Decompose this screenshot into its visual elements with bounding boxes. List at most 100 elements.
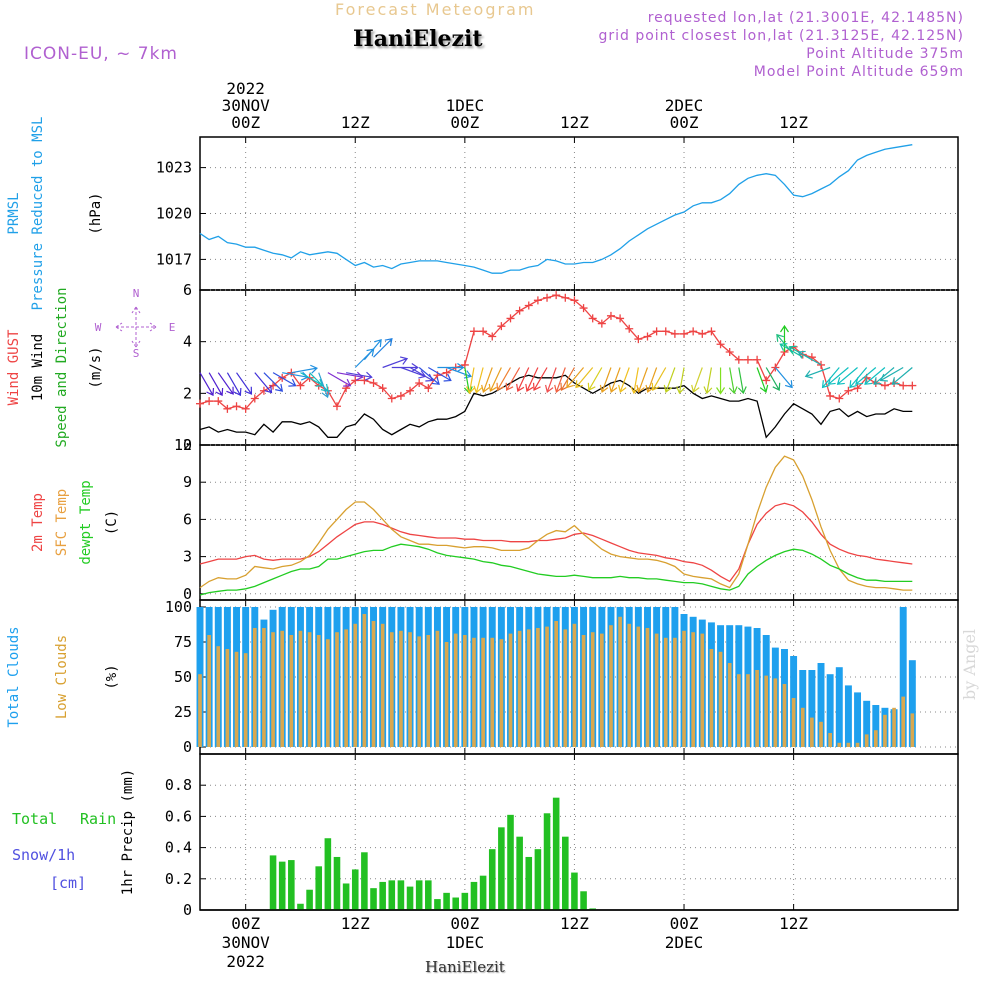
gust-marker [588, 314, 597, 323]
wind-arrow [765, 367, 781, 391]
low-cloud-bar [764, 675, 769, 747]
panel-label: Speed and Direction [54, 287, 70, 447]
wind-arrow [488, 367, 502, 393]
gust-marker [469, 327, 478, 336]
wind-arrow [575, 367, 594, 389]
compass-n: N [133, 287, 140, 300]
rain-bar [552, 797, 560, 910]
y-tick-label: 0 [183, 738, 192, 756]
gust-marker [771, 363, 780, 372]
wind-arrow [217, 372, 234, 395]
panel-label: 10m Wind [30, 334, 46, 401]
y-tick-label: 2 [183, 384, 192, 402]
wind-arrow [864, 367, 886, 385]
panel-label: 2m Temp [30, 493, 46, 552]
low-cloud-bar [627, 623, 632, 747]
gust-marker [479, 327, 488, 336]
gust-marker [734, 355, 743, 364]
low-cloud-bar [673, 637, 677, 747]
wind-arrow [716, 367, 726, 395]
series-line [199, 374, 913, 439]
wind-arrow [473, 367, 484, 394]
time-label-bottom: 1DEC [446, 933, 485, 952]
low-cloud-bar [326, 639, 330, 747]
panel-label: Pressure Reduced to MSL [30, 117, 46, 311]
low-cloud-bar [371, 621, 376, 747]
wind-arrow [599, 367, 612, 393]
y-tick-label: 0 [183, 436, 192, 454]
rain-bar [589, 908, 596, 910]
gust-marker [880, 381, 889, 390]
y-tick-label: 0.4 [165, 839, 192, 857]
wind-arrow [373, 338, 393, 358]
low-cloud-bar [271, 632, 275, 747]
wind-arrow [891, 367, 913, 385]
rain-bar [351, 869, 359, 910]
gust-marker [625, 324, 634, 333]
gust-marker [378, 384, 387, 393]
wind-arrow [363, 339, 382, 361]
total-cloud-bar [826, 674, 834, 747]
low-cloud-bar [426, 635, 431, 747]
time-label-bottom: 00Z [231, 914, 260, 933]
gust-marker [543, 293, 552, 302]
gust-marker [643, 332, 652, 341]
gust-marker [661, 327, 670, 336]
rain-bar [324, 838, 332, 910]
low-cloud-bar [892, 707, 896, 747]
time-label-bottom: 12Z [341, 914, 370, 933]
time-label-top: 00Z [450, 113, 479, 132]
low-cloud-bar [700, 633, 705, 747]
low-cloud-bar [883, 714, 887, 747]
wind-arrow [703, 367, 713, 395]
wind-arrow [544, 367, 557, 393]
low-cloud-bar [408, 632, 412, 747]
gust-marker [698, 329, 707, 338]
time-label-bottom: 00Z [670, 914, 699, 933]
panel-frame [199, 444, 959, 601]
time-label-top: 2022 [226, 79, 265, 98]
low-cloud-bar [645, 628, 650, 747]
y-tick-label: 6 [183, 510, 192, 528]
y-tick-label: 0.2 [165, 870, 192, 888]
precip-label-unit: [cm] [50, 874, 86, 892]
rain-bar [288, 860, 295, 910]
low-cloud-bar [252, 628, 257, 747]
low-cloud-bar [380, 623, 385, 747]
gust-marker [817, 360, 826, 369]
low-cloud-bar [600, 633, 604, 747]
rain-bar [425, 880, 432, 910]
time-label-top: 12Z [779, 113, 808, 132]
wind-arrow [737, 367, 747, 395]
gust-marker [332, 402, 341, 411]
model-label: ICON-EU, ~ 7km [24, 44, 178, 64]
y-tick-label: 0 [183, 585, 192, 603]
total-cloud-bar [899, 607, 907, 747]
total-cloud-bar [908, 660, 916, 747]
y-tick-label: 6 [183, 281, 192, 299]
gust-marker [396, 391, 405, 400]
wind-arrow [776, 333, 795, 355]
low-cloud-bar [718, 651, 723, 747]
low-cloud-bar [225, 649, 230, 747]
time-label-bottom: 00Z [450, 914, 479, 933]
y-tick-label: 0 [183, 901, 192, 919]
rain-bar [397, 880, 405, 910]
y-tick-label: 12 [174, 436, 192, 454]
low-cloud-bar [316, 635, 321, 747]
gust-marker [835, 394, 844, 403]
gust-marker [680, 329, 689, 338]
wind-arrow [636, 367, 649, 393]
wind-arrow [496, 367, 512, 391]
gust-marker [597, 319, 606, 328]
precip-ylabel: 1hr Precip (mm) [120, 769, 136, 895]
gust-marker [689, 327, 698, 336]
gust-marker [725, 348, 734, 356]
total-cloud-bar [817, 663, 825, 747]
wind-arrow [263, 372, 284, 392]
y-tick-label: 50 [174, 668, 192, 686]
wind-arrow [779, 324, 789, 352]
wind-arrow [208, 372, 224, 397]
low-cloud-bar [198, 674, 202, 747]
low-cloud-bar [873, 730, 878, 747]
